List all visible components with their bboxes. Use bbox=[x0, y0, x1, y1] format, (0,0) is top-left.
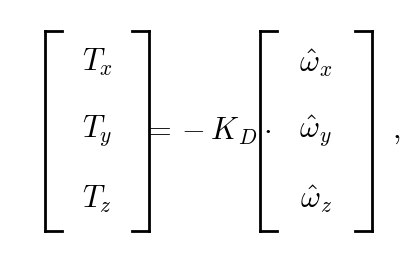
Text: $T_z$: $T_z$ bbox=[82, 183, 112, 215]
Text: $T_y$: $T_y$ bbox=[82, 113, 112, 149]
Text: $= -\mathbf{\mathit{K}}_D \cdot$: $= -\mathbf{\mathit{K}}_D \cdot$ bbox=[142, 115, 271, 147]
Text: $\hat{\omega}_x$: $\hat{\omega}_x$ bbox=[299, 47, 333, 79]
Text: $\hat{\omega}_y$: $\hat{\omega}_y$ bbox=[299, 113, 332, 149]
Text: $T_x$: $T_x$ bbox=[82, 47, 112, 79]
Text: $,$: $,$ bbox=[392, 117, 401, 145]
Text: $\hat{\omega}_z$: $\hat{\omega}_z$ bbox=[300, 183, 332, 215]
